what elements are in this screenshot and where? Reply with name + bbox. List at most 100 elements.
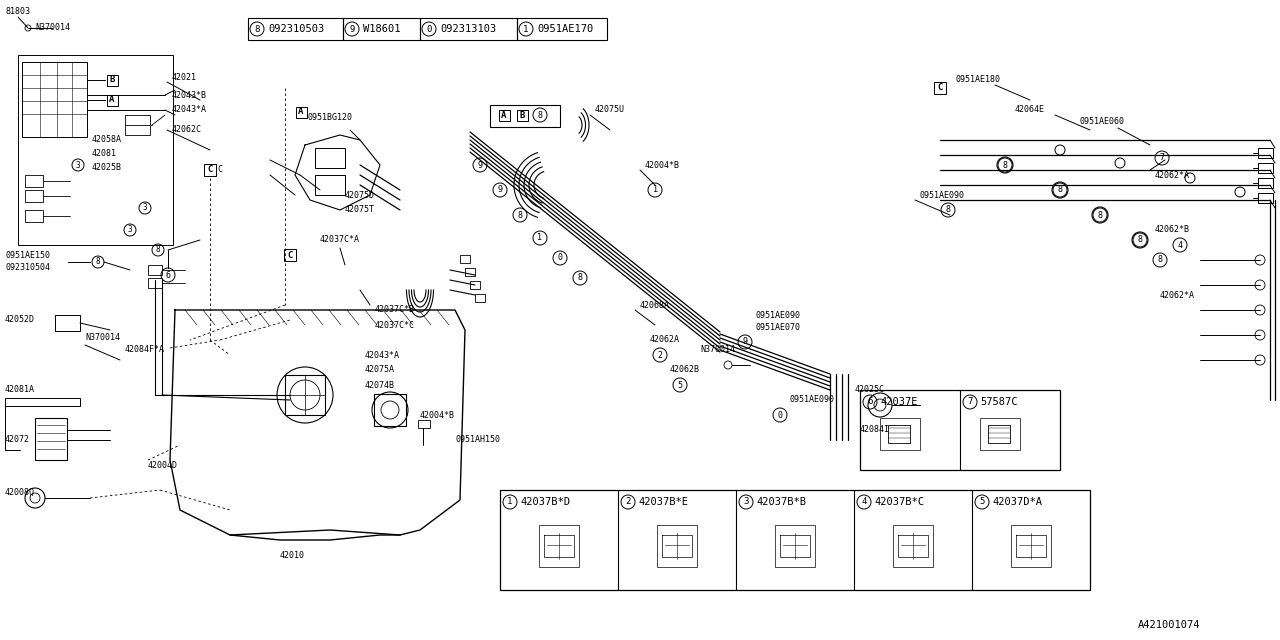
Text: 4: 4: [861, 497, 867, 506]
Text: 8: 8: [1057, 186, 1062, 195]
Text: 42004*B: 42004*B: [420, 410, 454, 419]
Bar: [517, 18, 607, 40]
Bar: [5, 398, 79, 406]
Text: C: C: [937, 83, 942, 93]
Text: 092310503: 092310503: [268, 24, 324, 34]
Text: A: A: [109, 95, 115, 104]
Text: 8: 8: [538, 111, 543, 120]
Text: 8: 8: [1157, 255, 1162, 264]
Text: 42084F*A: 42084F*A: [125, 346, 165, 355]
Text: 42025B: 42025B: [92, 163, 122, 173]
Bar: [980, 418, 1020, 450]
Text: 8: 8: [577, 273, 582, 282]
Bar: [106, 95, 118, 106]
Text: 0951BG120: 0951BG120: [308, 113, 353, 122]
Text: A: A: [298, 108, 303, 116]
Bar: [465, 268, 475, 276]
Text: 1: 1: [653, 186, 658, 195]
Bar: [475, 294, 485, 302]
Bar: [1258, 178, 1274, 188]
Text: 42037B*B: 42037B*B: [756, 497, 806, 507]
Bar: [539, 525, 579, 567]
Bar: [657, 525, 698, 567]
Bar: [204, 164, 216, 176]
Bar: [490, 105, 561, 127]
Text: 0951AE150: 0951AE150: [5, 250, 50, 259]
Text: 7: 7: [1160, 154, 1165, 163]
Text: 3: 3: [128, 225, 132, 234]
Text: 42058A: 42058A: [92, 136, 122, 145]
Bar: [420, 18, 517, 40]
Bar: [315, 175, 346, 195]
Text: 42062C: 42062C: [172, 125, 202, 134]
Bar: [26, 210, 44, 222]
Text: 42008Q: 42008Q: [5, 488, 35, 497]
Bar: [285, 375, 325, 415]
Bar: [315, 148, 346, 168]
Text: 8: 8: [156, 246, 160, 255]
Text: 2: 2: [626, 497, 631, 506]
Bar: [498, 109, 509, 120]
Bar: [125, 115, 150, 135]
Text: 3: 3: [142, 204, 147, 212]
Bar: [343, 18, 420, 40]
Text: 0951AH150: 0951AH150: [454, 435, 500, 445]
Text: 6: 6: [868, 397, 873, 406]
Bar: [296, 106, 306, 118]
Bar: [500, 490, 1091, 590]
Text: 0951AE090: 0951AE090: [790, 396, 835, 404]
Bar: [55, 315, 79, 331]
Bar: [470, 281, 480, 289]
Text: B: B: [520, 111, 525, 120]
Text: A421001074: A421001074: [1138, 620, 1201, 630]
Text: 42062B: 42062B: [669, 365, 700, 374]
Bar: [26, 175, 44, 187]
Text: 6: 6: [165, 271, 170, 280]
Text: 42084I: 42084I: [860, 426, 890, 435]
Text: 0: 0: [558, 253, 562, 262]
Text: 9: 9: [349, 24, 355, 33]
Text: 42075A: 42075A: [365, 365, 396, 374]
Text: 8: 8: [946, 205, 951, 214]
Text: 0951AE070: 0951AE070: [755, 323, 800, 333]
Bar: [860, 390, 1060, 470]
Text: 9: 9: [477, 161, 483, 170]
Text: 092310504: 092310504: [5, 264, 50, 273]
Text: 42075D: 42075D: [346, 191, 375, 200]
Bar: [22, 62, 87, 137]
Text: 5: 5: [677, 381, 682, 390]
Text: 8: 8: [1097, 211, 1102, 220]
Text: N370014: N370014: [700, 346, 735, 355]
Bar: [248, 18, 343, 40]
Text: 8: 8: [1002, 161, 1007, 170]
Text: C: C: [218, 166, 221, 175]
Text: 42037C*B: 42037C*B: [375, 305, 415, 314]
Bar: [1258, 148, 1274, 158]
Text: 8: 8: [517, 211, 522, 220]
Text: 092313103: 092313103: [440, 24, 497, 34]
Text: 42043*B: 42043*B: [172, 90, 207, 99]
Text: 42025C: 42025C: [855, 385, 884, 394]
Text: 42004D: 42004D: [148, 461, 178, 470]
Text: 9: 9: [498, 186, 503, 195]
Text: 1: 1: [538, 234, 543, 243]
Text: 42004*B: 42004*B: [645, 161, 680, 170]
Text: 42043*A: 42043*A: [172, 106, 207, 115]
Text: 2: 2: [658, 351, 663, 360]
Bar: [460, 255, 470, 263]
Text: 42062*A: 42062*A: [1155, 170, 1190, 179]
Text: 0951AE170: 0951AE170: [538, 24, 593, 34]
Text: 0951AE090: 0951AE090: [755, 310, 800, 319]
Text: 42074B: 42074B: [365, 381, 396, 390]
Text: A: A: [502, 111, 507, 120]
Text: 42043*A: 42043*A: [365, 351, 399, 360]
Bar: [26, 190, 44, 202]
Bar: [419, 420, 430, 428]
Text: 3: 3: [744, 497, 749, 506]
Bar: [893, 525, 933, 567]
Text: 42052D: 42052D: [5, 316, 35, 324]
Text: 42064E: 42064E: [1015, 106, 1044, 115]
Text: 9: 9: [742, 337, 748, 346]
Text: 42037C*C: 42037C*C: [375, 321, 415, 330]
Bar: [284, 249, 296, 261]
